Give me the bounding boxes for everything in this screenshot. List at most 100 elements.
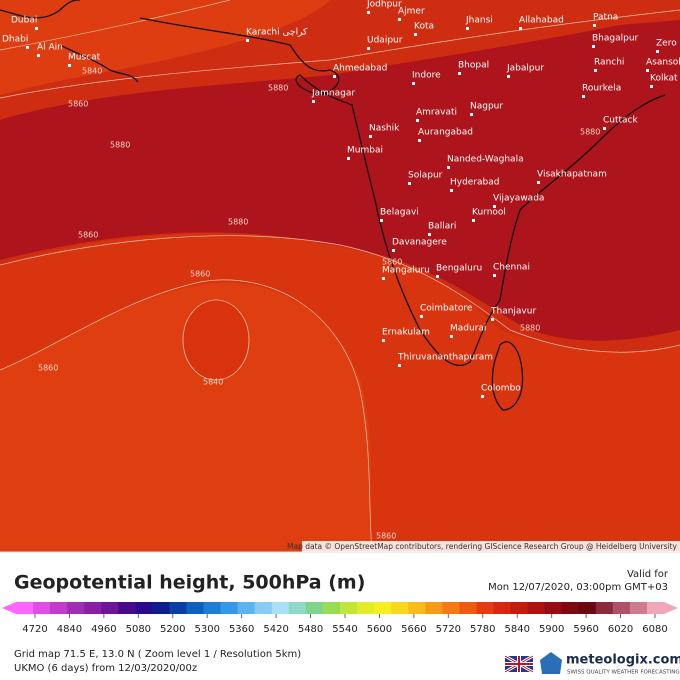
grid-info: Grid map 71.5 E, 13.0 N ( Zoom level 1 /… [14,649,301,660]
city-dot [347,157,350,160]
city-label: Bhopal [458,61,489,71]
city-label: Nashik [369,124,400,134]
colorbar-label: 5660 [401,624,426,635]
city-label: Ajmer [398,7,425,17]
colorbar-swatch [271,602,290,614]
colorbar-swatch [544,602,563,614]
city-label: Vijayawada [493,194,544,204]
colorbar-swatch [527,602,546,614]
run-info: UKMO (6 days) from 12/03/2020/00z [14,663,197,674]
city-label: Ahmedabad [333,64,387,74]
flag-uk [504,654,534,674]
colorbar: 4720 4840 4960 5080 5200 5300 5360 5420 5480 5540… [2,602,678,635]
city-dot [507,75,510,78]
colorbar-swatch [254,602,273,614]
valid-time: Mon 12/07/2020, 03:00pm GMT+03 [488,582,668,593]
brand: meteologix.com [566,653,680,668]
contour-label: 5880 [268,84,288,93]
city-dot [472,219,475,222]
colorbar-swatch [305,602,324,614]
city-label: Jabalpur [506,64,544,74]
colorbar-swatch [391,602,409,614]
colorbar-label: 6020 [608,624,633,635]
colorbar-swatch [288,602,307,614]
colorbar-swatch [629,602,648,614]
contours [0,0,680,553]
city-label: Indore [412,71,441,81]
city-label: Muscat [68,53,101,63]
city-label: Jamnagar [311,89,355,99]
city-label: Dhabi [2,35,28,45]
colorbar-swatch [203,602,222,614]
city-label: Dubai [11,16,37,26]
colorbar-label: 5780 [470,624,495,635]
city-label: Belagavi [380,208,419,218]
city-dot [412,82,415,85]
colorbar-swatch [118,602,136,614]
colorbar-label: 5600 [367,624,392,635]
colorbar-arrow-left [2,602,16,614]
colorbar-label: 5360 [229,624,254,635]
colorbar-label: 6080 [642,624,667,635]
colorbar-swatch [340,602,358,614]
colorbar-swatch [84,602,102,614]
colorbar-label: 5080 [126,624,151,635]
city-dot [537,181,540,184]
city-dot [603,127,606,130]
city-dot [656,50,659,53]
city-dot [594,69,597,72]
city-dot [420,315,423,318]
field-north [0,0,330,95]
city-dot [408,182,411,185]
contour-label: 5860 [38,364,58,373]
city-dot [398,364,401,367]
city-dot [650,85,653,88]
city-label: Colombo [481,384,521,394]
city-dot [68,64,71,67]
city-label: Nanded-Waghala [447,155,524,165]
colorbar-swatch [220,602,239,614]
colorbar-swatch [510,602,529,614]
city-dot [367,11,370,14]
colorbar-swatch [442,602,460,614]
colorbar-swatch [322,602,341,614]
colorbar-swatch [33,602,51,614]
brand-logo [540,652,562,674]
city-dot [491,318,494,321]
contour-label: 5880 [228,218,248,227]
city-label: Kurnool [472,208,506,218]
city-label: Ranchi [594,58,624,68]
city-dot [646,69,649,72]
city-label: Davanagere [392,238,447,248]
city-dot [519,27,522,30]
colorbar-label: 4960 [91,624,116,635]
colorbar-swatch [459,602,477,614]
legend-title: Geopotential height, 500hPa (m) [14,572,365,594]
colorbar-swatch [101,602,119,614]
tagline: SWISS QUALITY WEATHER FORECASTING [567,670,680,676]
city-dot [470,113,473,116]
colorbar-label: 4840 [57,624,82,635]
city-dot [481,395,484,398]
city-dot [418,139,421,142]
colorbar-swatch [237,602,256,614]
colorbar-swatch [595,602,614,614]
city-dot [493,205,496,208]
city-dot [450,335,453,338]
colorbar-label: 5720 [436,624,461,635]
colorbar-swatch [169,602,188,614]
city-label: Mangaluru [382,266,430,276]
city-dot [416,119,419,122]
contour-label: 5840 [82,67,102,76]
colorbar-swatch [476,602,494,614]
field-core [0,20,680,341]
city-label: Rourkela [582,84,621,94]
city-label: Ballari [428,222,456,232]
city-label: Bhagalpur [592,34,639,44]
colorbar-label: 5480 [298,624,323,635]
colorbar-label: 5900 [539,624,564,635]
contour-label: 5860 [68,100,88,109]
city-dot [458,72,461,75]
